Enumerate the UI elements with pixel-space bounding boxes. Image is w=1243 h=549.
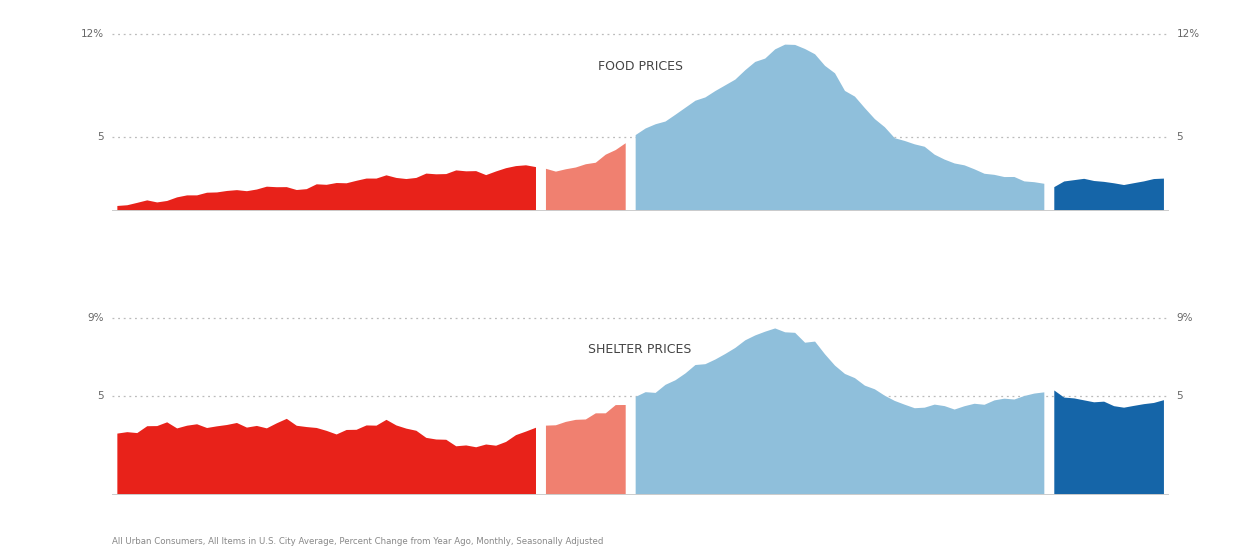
Text: 9%: 9% — [1176, 313, 1193, 323]
Text: 5: 5 — [1176, 132, 1183, 142]
Text: 5: 5 — [97, 391, 104, 401]
Text: 5: 5 — [1176, 391, 1183, 401]
Text: 12%: 12% — [81, 30, 104, 40]
Text: FOOD PRICES: FOOD PRICES — [598, 60, 682, 72]
Text: SHELTER PRICES: SHELTER PRICES — [588, 343, 692, 356]
Text: All Urban Consumers, All Items in U.S. City Average, Percent Change from Year Ag: All Urban Consumers, All Items in U.S. C… — [112, 537, 603, 546]
Text: 9%: 9% — [87, 313, 104, 323]
Text: 5: 5 — [97, 132, 104, 142]
Text: 12%: 12% — [1176, 30, 1199, 40]
